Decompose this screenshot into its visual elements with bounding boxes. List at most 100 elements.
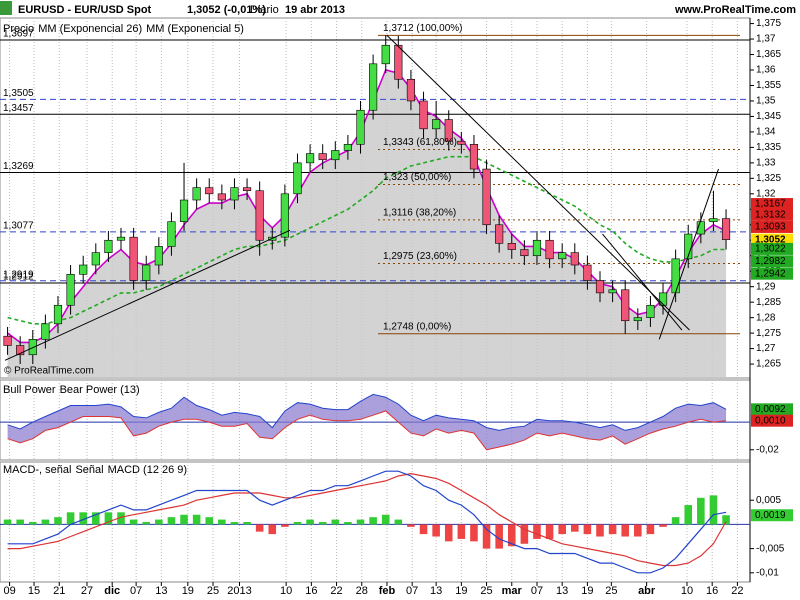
histogram-bar — [659, 524, 667, 527]
y-tick-label: 1,36 — [756, 65, 776, 76]
histogram-bar — [520, 524, 529, 544]
y-tick-label: 1,345 — [756, 111, 781, 122]
histogram-bar — [318, 522, 327, 525]
y-tick-label: 1,35 — [756, 96, 776, 107]
power-band — [7, 394, 727, 450]
trend-line — [602, 233, 683, 331]
value-marker — [751, 414, 793, 427]
histogram-bar — [255, 524, 264, 532]
macd-line — [7, 472, 727, 567]
x-tick-label: 07 — [531, 585, 543, 597]
price-marker — [751, 198, 793, 211]
candle-body — [621, 289, 630, 322]
price-marker-label: 1,3052 — [755, 234, 786, 245]
candle-body — [293, 162, 302, 195]
fibonacci-label: 1,2748 (0,00%) — [383, 321, 451, 332]
candle-body — [495, 224, 504, 244]
candle-body — [343, 143, 352, 151]
candle-body — [255, 190, 264, 241]
x-tick-label: mar — [502, 585, 523, 597]
candle-body — [646, 304, 655, 318]
histogram-bar — [394, 519, 403, 525]
histogram-bar — [457, 524, 466, 539]
histogram-bar — [66, 512, 75, 525]
legend-entry: Señal — [75, 464, 103, 476]
x-tick-label: 10 — [280, 585, 292, 597]
y-tick-label: 1,325 — [756, 173, 781, 184]
candle-body — [280, 193, 289, 238]
fibonacci-label: 1,2975 (23,60%) — [383, 251, 457, 262]
histogram-bar — [104, 512, 113, 525]
candle-body — [520, 249, 529, 257]
candle-body — [381, 44, 390, 65]
candle-body — [66, 274, 75, 306]
legend-entry: Precio — [3, 23, 34, 35]
price-marker — [751, 208, 793, 221]
histogram-bar — [432, 524, 440, 537]
x-tick-label: 28 — [356, 585, 368, 597]
candle-body — [167, 221, 176, 247]
x-tick-label: 07 — [406, 585, 418, 597]
x-tick-label: 19 — [581, 585, 593, 597]
candle-body — [671, 258, 680, 294]
value-marker-label: 0,0019 — [755, 510, 786, 521]
candle-body — [104, 239, 113, 253]
histogram-bar — [369, 517, 377, 525]
x-tick-label: 2013 — [227, 585, 251, 597]
candle-body — [205, 187, 214, 195]
moving-average — [7, 155, 727, 325]
histogram-bar — [722, 515, 730, 525]
legend-entry: Bear Power (13) — [60, 384, 140, 396]
y-tick-label: 1,33 — [756, 158, 776, 169]
candle-body — [558, 252, 567, 260]
histogram-bar — [697, 497, 705, 525]
candle-body — [116, 236, 126, 241]
histogram-bar — [293, 522, 302, 525]
candle-body — [331, 150, 340, 161]
candle-body — [583, 264, 592, 281]
y-tick-label: 0,005 — [756, 495, 781, 506]
candle-body — [457, 140, 466, 145]
level-label: 1,3457 — [3, 103, 34, 114]
candle-body — [129, 236, 138, 281]
candle-body — [53, 304, 63, 325]
y-tick-label: 1,37 — [756, 34, 776, 45]
histogram-bar — [243, 522, 251, 525]
candle-body — [16, 345, 25, 356]
labels: 09 15 21 27 dic 07 13 19 25 2013 10 16 22 28 feb 07 13 19… — [3, 18, 793, 597]
y-tick-label: 1,285 — [756, 297, 781, 308]
histogram-bar — [180, 514, 188, 525]
histogram-bar — [117, 512, 125, 525]
x-tick-label: 25 — [207, 585, 219, 597]
y-tick-label: 1,32 — [756, 188, 776, 199]
level-label: 1,3269 — [3, 161, 34, 172]
candle-body — [595, 280, 605, 294]
histogram-bar — [470, 524, 478, 542]
period: Diario — [250, 4, 279, 16]
price-marker-label: 1,3167 — [755, 199, 786, 210]
x-tick-label: 22 — [731, 585, 743, 597]
histogram-bar — [558, 524, 566, 535]
value-marker — [751, 509, 793, 522]
price-marker-label: 1,3093 — [755, 222, 786, 233]
x-tick-label: dic — [104, 585, 120, 597]
candle-body — [154, 246, 163, 266]
watermark: © ProRealTime.com — [4, 366, 94, 377]
symbol: EURUSD - EUR/USD Spot — [18, 4, 152, 16]
x-tick-label: 16 — [706, 585, 718, 597]
power-line — [7, 410, 727, 451]
candle-body — [91, 252, 100, 266]
histogram-bar — [167, 517, 176, 525]
histogram-bar — [482, 524, 491, 549]
histogram-bar — [28, 522, 37, 525]
site[interactable]: www.ProRealTime.com — [674, 4, 796, 16]
x-tick-label: 13 — [155, 585, 167, 597]
trend-line — [4, 229, 291, 361]
x-tick-label: 25 — [480, 585, 492, 597]
price-area — [7, 70, 727, 378]
y-tick-label: -0,01 — [756, 567, 779, 578]
candle-body — [242, 187, 252, 192]
histogram-bar — [205, 517, 214, 525]
candle-body — [444, 119, 453, 142]
